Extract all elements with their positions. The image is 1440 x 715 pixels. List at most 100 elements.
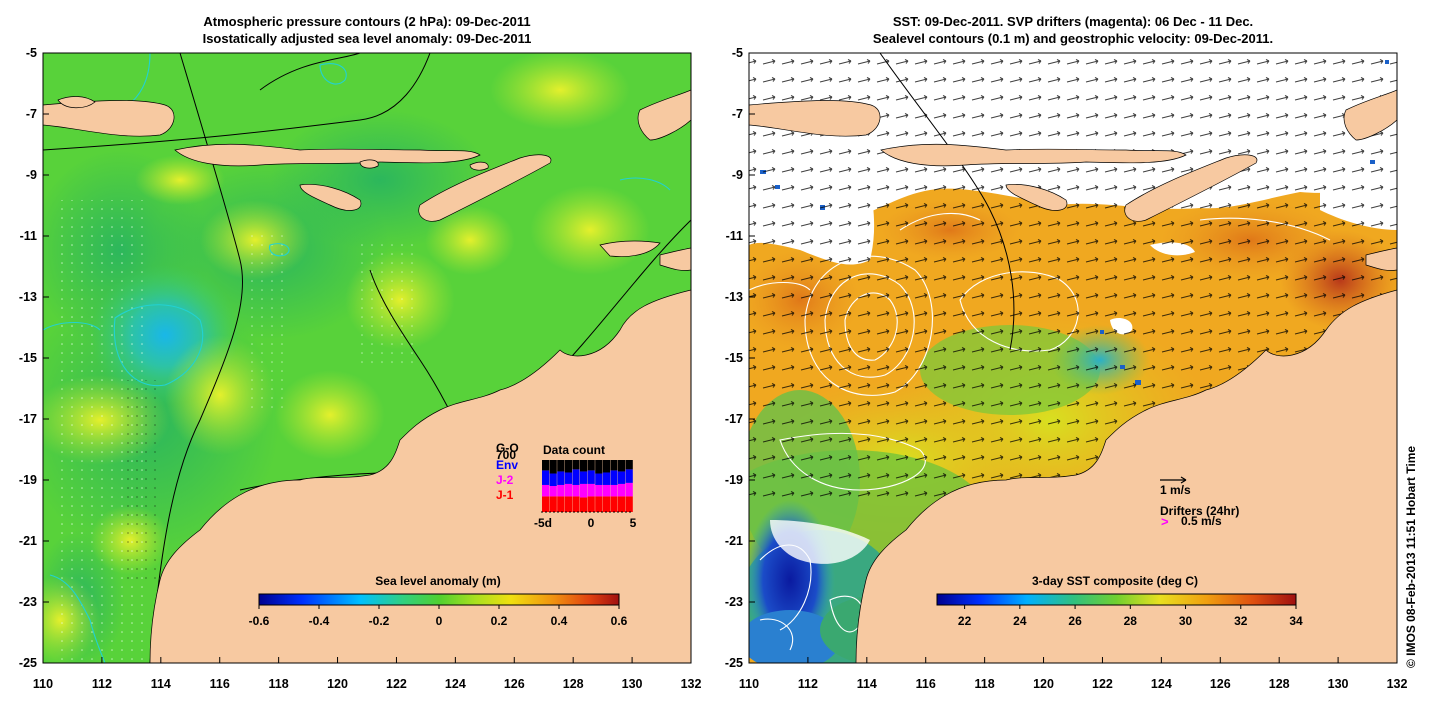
sst-colorbar-title: 3-day SST composite (deg C) <box>1032 574 1198 588</box>
inset-bar-blue <box>602 472 610 485</box>
left-lon-label: 124 <box>445 677 466 691</box>
inset-legend-item: J-1 <box>496 488 514 502</box>
left-lon-label: 116 <box>210 677 230 691</box>
inset-xticks: -5d 0 5 <box>534 516 637 530</box>
inset-bar-red <box>625 496 633 512</box>
right-lat-label: -19 <box>725 473 743 487</box>
inset-bar-blue <box>580 471 588 484</box>
inset-bar-black <box>618 460 626 472</box>
right-title-line1: SST: 09-Dec-2011. SVP drifters (magenta)… <box>893 14 1253 29</box>
inset-bar-black <box>572 460 580 470</box>
inset-bar-red <box>587 496 595 512</box>
inset-xtick-label: 5 <box>630 516 637 530</box>
right-lon-label: 126 <box>1210 677 1231 691</box>
right-lat-label: -23 <box>725 595 743 609</box>
inset-bar-blue <box>625 469 633 483</box>
left-lon-label: 114 <box>151 677 171 691</box>
inset-bar-blue <box>542 470 550 485</box>
sla-colorbar-tick-label: 0.4 <box>551 614 568 628</box>
right-lat-label: -17 <box>725 412 743 426</box>
sla-colorbar-tick-label: 0.2 <box>491 614 508 628</box>
inset-bar-magenta <box>618 483 626 497</box>
left-lat-label: -25 <box>19 656 37 670</box>
left-panel: Atmospheric pressure contours (2 hPa): 0… <box>42 14 692 664</box>
right-title-line2: Sealevel contours (0.1 m) and geostrophi… <box>873 31 1273 46</box>
left-title-line1: Atmospheric pressure contours (2 hPa): 0… <box>203 14 530 29</box>
inset-bar-black <box>610 460 618 471</box>
land-right <box>749 89 1397 663</box>
inset-bar-magenta <box>549 486 557 497</box>
left-lat-label: -15 <box>19 351 37 365</box>
inset-bar-black <box>564 460 572 473</box>
right-lon-label: 130 <box>1328 677 1349 691</box>
left-lon-label: 110 <box>33 677 53 691</box>
left-title-line2: Isostatically adjusted sea level anomaly… <box>203 31 532 46</box>
left-map <box>43 53 691 663</box>
sla-colorbar-title: Sea level anomaly (m) <box>375 574 500 588</box>
velocity-scale-label: 1 m/s <box>1160 483 1191 497</box>
inset-title: Data count <box>543 443 605 457</box>
right-lon-label: 120 <box>1033 677 1054 691</box>
inset-bar-magenta <box>572 484 580 497</box>
sst-colorbar-tick-label: 32 <box>1234 614 1248 628</box>
velocity-scale-arrow-icon <box>1160 476 1187 484</box>
right-lat-label: -7 <box>732 107 743 121</box>
right-axes: 110 112 114 116 118 120 122 124 126 128 130 132 -5 -7… <box>725 46 1408 691</box>
inset-bar-blue <box>572 469 580 485</box>
sst-colorbar-tick-label: 26 <box>1068 614 1082 628</box>
right-panel: SST: 09-Dec-2011. SVP drifters (magenta)… <box>748 14 1398 664</box>
inset-bar-red <box>564 496 572 512</box>
drifters-scale-label: 0.5 m/s <box>1181 514 1222 528</box>
sst-colorbar-gradient <box>936 593 1297 606</box>
right-lon-label: 112 <box>798 677 818 691</box>
inset-bar-magenta <box>610 484 618 497</box>
left-axes: 110 112 114 116 118 120 122 124 126 128 130 132 -5 -7… <box>19 46 702 691</box>
sst-colorbar-tick-label: 22 <box>958 614 972 628</box>
inset-legend-item: G-O <box>496 441 519 455</box>
left-lat-label: -23 <box>19 595 37 609</box>
inset-bar-black <box>602 460 610 473</box>
inset-bar-magenta <box>625 482 633 497</box>
sla-colorbar-tick-label: -0.6 <box>249 614 270 628</box>
inset-bar-red <box>557 496 565 512</box>
left-lon-label: 130 <box>622 677 643 691</box>
inset-bar-red <box>549 496 557 512</box>
left-lat-label: -17 <box>19 412 37 426</box>
inset-bar-magenta <box>557 484 565 497</box>
inset-bar-magenta <box>587 483 595 497</box>
inset-bar-red <box>595 496 603 512</box>
inset-bar-magenta <box>542 484 550 497</box>
right-lon-label: 116 <box>916 677 936 691</box>
inset-bar-black <box>587 460 595 471</box>
inset-bar-black <box>580 460 588 472</box>
sla-colorbar-tick-label: 0 <box>436 614 443 628</box>
drifters-label: Drifters (24hr) <box>1160 504 1239 518</box>
inset-bar-red <box>618 496 626 512</box>
right-map <box>749 53 1397 663</box>
left-lon-label: 118 <box>269 677 289 691</box>
inset-legend-item: J-2 <box>496 473 514 487</box>
inset-bar-blue <box>549 473 557 486</box>
inset-bar-black <box>625 460 633 470</box>
sla-colorbar: Sea level anomaly (m) -0.6 -0.4 -0.2 0 0.2 0.… <box>249 574 628 628</box>
inset-bar-blue <box>610 470 618 485</box>
left-lat-label: -21 <box>19 534 37 548</box>
left-lat-label: -9 <box>26 168 37 182</box>
inset-bar-blue <box>564 472 572 484</box>
right-lon-label: 124 <box>1151 677 1172 691</box>
sla-colorbar-tick-label: 0.6 <box>611 614 628 628</box>
inset-bar-magenta <box>564 483 572 497</box>
left-lat-label: -11 <box>20 229 37 243</box>
inset-bar-red <box>572 496 580 512</box>
right-lat-label: -11 <box>726 229 743 243</box>
left-lon-label: 120 <box>327 677 348 691</box>
left-lon-label: 128 <box>563 677 584 691</box>
left-lat-label: -7 <box>26 107 37 121</box>
right-lat-label: -25 <box>725 656 743 670</box>
sst-colorbar-tick-label: 28 <box>1124 614 1138 628</box>
sst-colorbar-tick-label: 30 <box>1179 614 1193 628</box>
sst-colorbar: 3-day SST composite (deg C) 22 24 26 28 30 32… <box>936 574 1303 628</box>
right-lat-label: -9 <box>732 168 743 182</box>
